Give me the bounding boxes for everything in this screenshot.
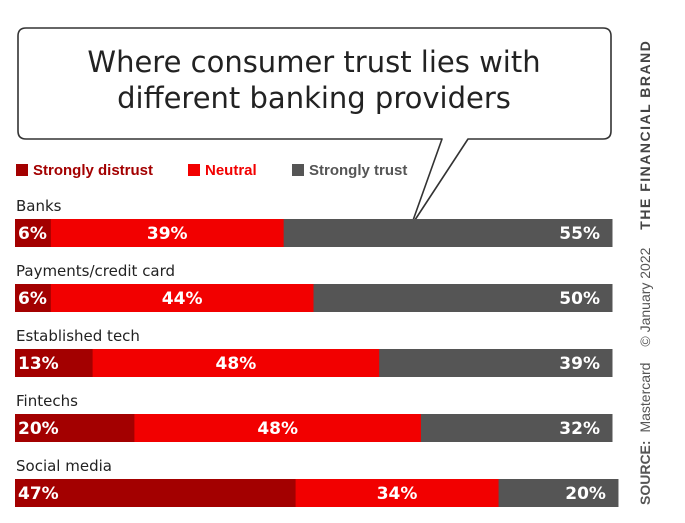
data-label-social-media-strongly-distrust: 47% (18, 484, 59, 504)
category-label-payments-credit-card: Payments/credit card (16, 262, 175, 280)
data-label-social-media-neutral: 34% (377, 484, 418, 504)
data-label-payments-credit-card-strongly-trust: 50% (559, 289, 600, 309)
category-label-social-media: Social media (16, 457, 112, 475)
brand-name: THE FINANCIAL BRAND (637, 40, 653, 230)
bar-payments-credit-card-strongly-distrust (15, 284, 52, 312)
side-caption-text: SOURCE: Mastercard © January 2022 THE FI… (637, 40, 653, 505)
bar-established-tech-strongly-trust (379, 349, 613, 377)
bars: Banks 6% 39% 55% Payments/credit card 6% 44% 50… (15, 197, 619, 507)
legend-label-neutral: Neutral (205, 162, 257, 179)
category-label-established-tech: Established tech (16, 327, 140, 345)
data-label-fintechs-strongly-trust: 32% (559, 419, 600, 439)
data-label-established-tech-neutral: 48% (216, 354, 257, 374)
legend-swatch-strongly-distrust (16, 164, 28, 176)
data-label-social-media-strongly-trust: 20% (565, 484, 606, 504)
chart-title-line-1: Where consumer trust lies with (87, 45, 540, 79)
data-label-banks-strongly-distrust: 6% (18, 224, 47, 244)
bar-banks-strongly-distrust (15, 219, 52, 247)
bar-established-tech-neutral (92, 349, 380, 377)
bar-social-media-neutral (295, 479, 500, 507)
source-label: SOURCE: (637, 440, 653, 505)
source-value: Mastercard (637, 363, 653, 433)
bar-social-media-strongly-trust (498, 479, 619, 507)
data-label-established-tech-strongly-distrust: 13% (18, 354, 59, 374)
bar-fintechs-strongly-distrust (15, 414, 135, 442)
data-label-payments-credit-card-neutral: 44% (162, 289, 203, 309)
data-label-fintechs-neutral: 48% (257, 419, 298, 439)
bar-banks-neutral (50, 219, 285, 247)
legend-swatch-strongly-trust (292, 164, 304, 176)
legend: Strongly distrust Neutral Strongly trust (16, 162, 407, 179)
bar-payments-credit-card-strongly-trust (313, 284, 613, 312)
legend-swatch-neutral (188, 164, 200, 176)
legend-label-strongly-trust: Strongly trust (309, 162, 407, 179)
data-label-banks-neutral: 39% (147, 224, 188, 244)
side-caption: SOURCE: Mastercard © January 2022 THE FI… (637, 40, 653, 505)
data-label-banks-strongly-trust: 55% (559, 224, 600, 244)
title-speech-bubble (17, 27, 612, 227)
bar-payments-credit-card-neutral (50, 284, 314, 312)
data-label-payments-credit-card-strongly-distrust: 6% (18, 289, 47, 309)
data-label-established-tech-strongly-trust: 39% (559, 354, 600, 374)
copyright-text: © January 2022 (637, 247, 653, 346)
bar-banks-strongly-trust (283, 219, 613, 247)
category-label-banks: Banks (16, 197, 62, 215)
chart-title-line-2: different banking providers (117, 81, 511, 115)
bar-fintechs-neutral (134, 414, 422, 442)
bar-established-tech-strongly-distrust (15, 349, 94, 377)
data-label-fintechs-strongly-distrust: 20% (18, 419, 59, 439)
category-label-fintechs: Fintechs (16, 392, 78, 410)
bar-social-media-strongly-distrust (15, 479, 297, 507)
legend-label-strongly-distrust: Strongly distrust (33, 162, 153, 179)
bar-fintechs-strongly-trust (420, 414, 613, 442)
